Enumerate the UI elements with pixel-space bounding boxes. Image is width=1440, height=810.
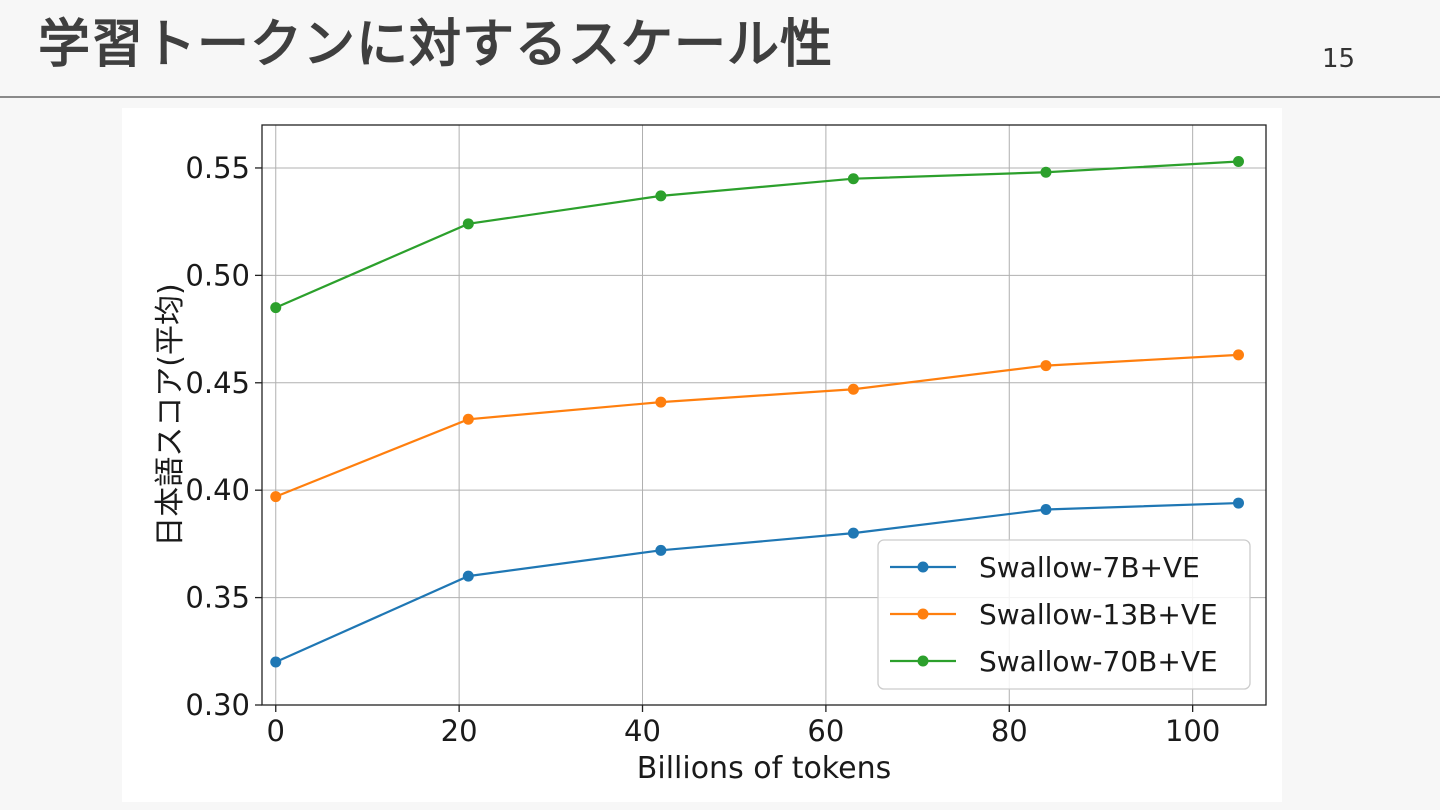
plot-frame: [261, 124, 1267, 706]
data-point: [847, 173, 859, 185]
y-tick-label: 0.45: [185, 366, 250, 400]
data-point: [270, 491, 282, 503]
data-point: [847, 527, 859, 539]
series-line-2: [275, 353, 1239, 498]
legend-marker: [917, 561, 929, 573]
line-chart: 0 20 40 60 80 100 0.30 0.35 0.40 0.45 0.50 0.55 Bil…: [153, 124, 1267, 786]
legend-label: Swallow-7B+VE: [979, 551, 1200, 584]
data-point: [1040, 504, 1052, 516]
data-point: [270, 302, 282, 314]
chart-panel: 0 20 40 60 80 100 0.30 0.35 0.40 0.45 0.50 0.55 Bil…: [122, 108, 1282, 802]
data-point: [1232, 156, 1244, 168]
y-axis-label: 日本語スコア(平均): [153, 283, 188, 546]
x-axis-label: Billions of tokens: [637, 751, 891, 786]
data-point: [655, 396, 667, 408]
series-layer: [270, 156, 1244, 668]
x-tick-label: 60: [807, 714, 844, 748]
page-number: 15: [1322, 44, 1356, 74]
legend-label: Swallow-13B+VE: [979, 598, 1218, 631]
legend: Swallow-7B+VE Swallow-13B+VE Swallow-70B+V…: [877, 539, 1251, 690]
legend-box: [877, 539, 1251, 690]
data-point: [462, 218, 474, 230]
title-divider: [0, 96, 1440, 98]
y-tick-label: 0.50: [185, 258, 250, 292]
data-point: [462, 570, 474, 582]
series-line-3: [275, 160, 1239, 309]
data-point: [1040, 360, 1052, 372]
tick-layer: 0 20 40 60 80 100 0.30 0.35 0.40 0.45 0.50 0.55: [185, 151, 1220, 748]
data-point: [847, 383, 859, 395]
x-tick-label: 100: [1165, 714, 1220, 748]
data-point: [1232, 349, 1244, 361]
legend-marker: [917, 608, 929, 620]
x-tick-label: 40: [624, 714, 661, 748]
data-point: [655, 190, 667, 202]
data-point: [270, 656, 282, 668]
data-point: [462, 413, 474, 425]
x-tick-label: 80: [991, 714, 1028, 748]
y-tick-label: 0.40: [185, 473, 250, 507]
y-tick-label: 0.55: [185, 151, 250, 185]
y-tick-label: 0.35: [185, 581, 250, 615]
series-line-1: [275, 501, 1239, 664]
data-point: [655, 544, 667, 556]
y-tick-label: 0.30: [185, 688, 250, 722]
data-point: [1040, 166, 1052, 178]
x-tick-label: 0: [267, 714, 285, 748]
slide-title: 学習トークンに対するスケール性: [38, 15, 834, 75]
x-tick-label: 20: [441, 714, 478, 748]
legend-marker: [917, 655, 929, 667]
data-point: [1232, 497, 1244, 509]
legend-label: Swallow-70B+VE: [979, 645, 1218, 678]
